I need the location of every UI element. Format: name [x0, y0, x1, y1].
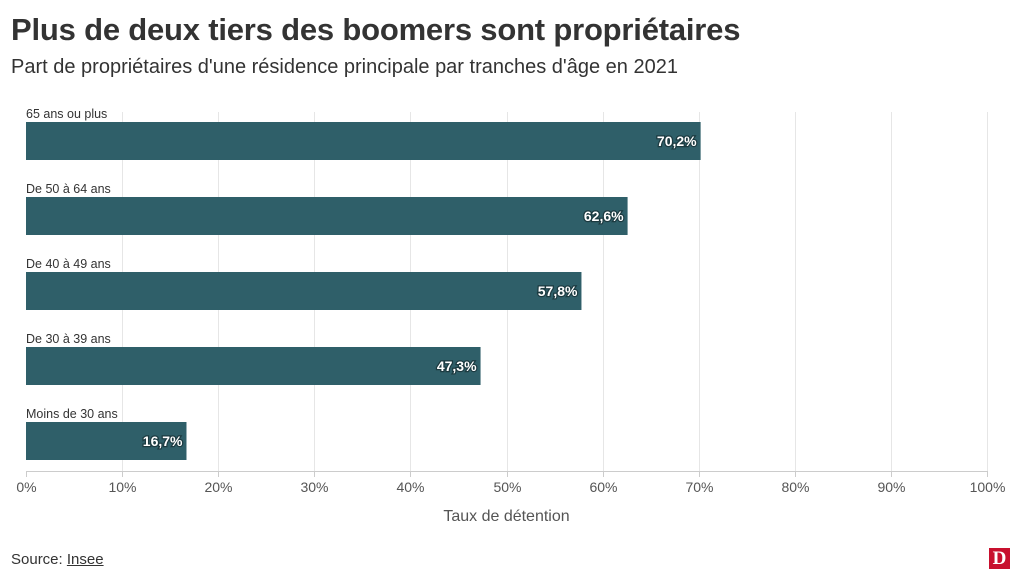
brand-logo[interactable]: D — [989, 548, 1010, 569]
category-label: 65 ans ou plus — [26, 107, 107, 121]
x-tick-label: 50% — [493, 479, 521, 495]
source-prefix: Source: — [11, 551, 67, 568]
data-label: 47,3% — [437, 358, 477, 374]
source-line: Source: Insee — [11, 551, 104, 568]
data-label: 16,7% — [143, 433, 183, 449]
x-tick-label: 60% — [589, 479, 617, 495]
bar — [26, 122, 701, 160]
data-label: 57,8% — [538, 283, 578, 299]
data-label: 62,6% — [584, 208, 624, 224]
category-label: Moins de 30 ans — [26, 407, 118, 421]
bar — [26, 347, 481, 385]
x-axis-title: Taux de détention — [443, 508, 569, 525]
bar — [26, 422, 187, 460]
category-label: De 50 à 64 ans — [26, 182, 111, 196]
x-tick-label: 70% — [685, 479, 713, 495]
x-tick-label: 40% — [396, 479, 424, 495]
x-tick-label: 30% — [300, 479, 328, 495]
x-tick-label: 80% — [781, 479, 809, 495]
x-tick-label: 100% — [970, 479, 1006, 495]
data-label: 70,2% — [657, 133, 697, 149]
category-label: De 30 à 39 ans — [26, 332, 111, 346]
chart-subtitle: Part de propriétaires d'une résidence pr… — [11, 56, 678, 78]
chart-title: Plus de deux tiers des boomers sont prop… — [11, 12, 741, 47]
x-tick-label: 10% — [108, 479, 136, 495]
source-link[interactable]: Insee — [66, 551, 104, 568]
bar — [26, 197, 628, 235]
category-label: De 40 à 49 ans — [26, 257, 111, 271]
x-tick-label: 0% — [16, 479, 36, 495]
x-tick-label: 20% — [204, 479, 232, 495]
x-tick-label: 90% — [877, 479, 905, 495]
bar — [26, 272, 582, 310]
